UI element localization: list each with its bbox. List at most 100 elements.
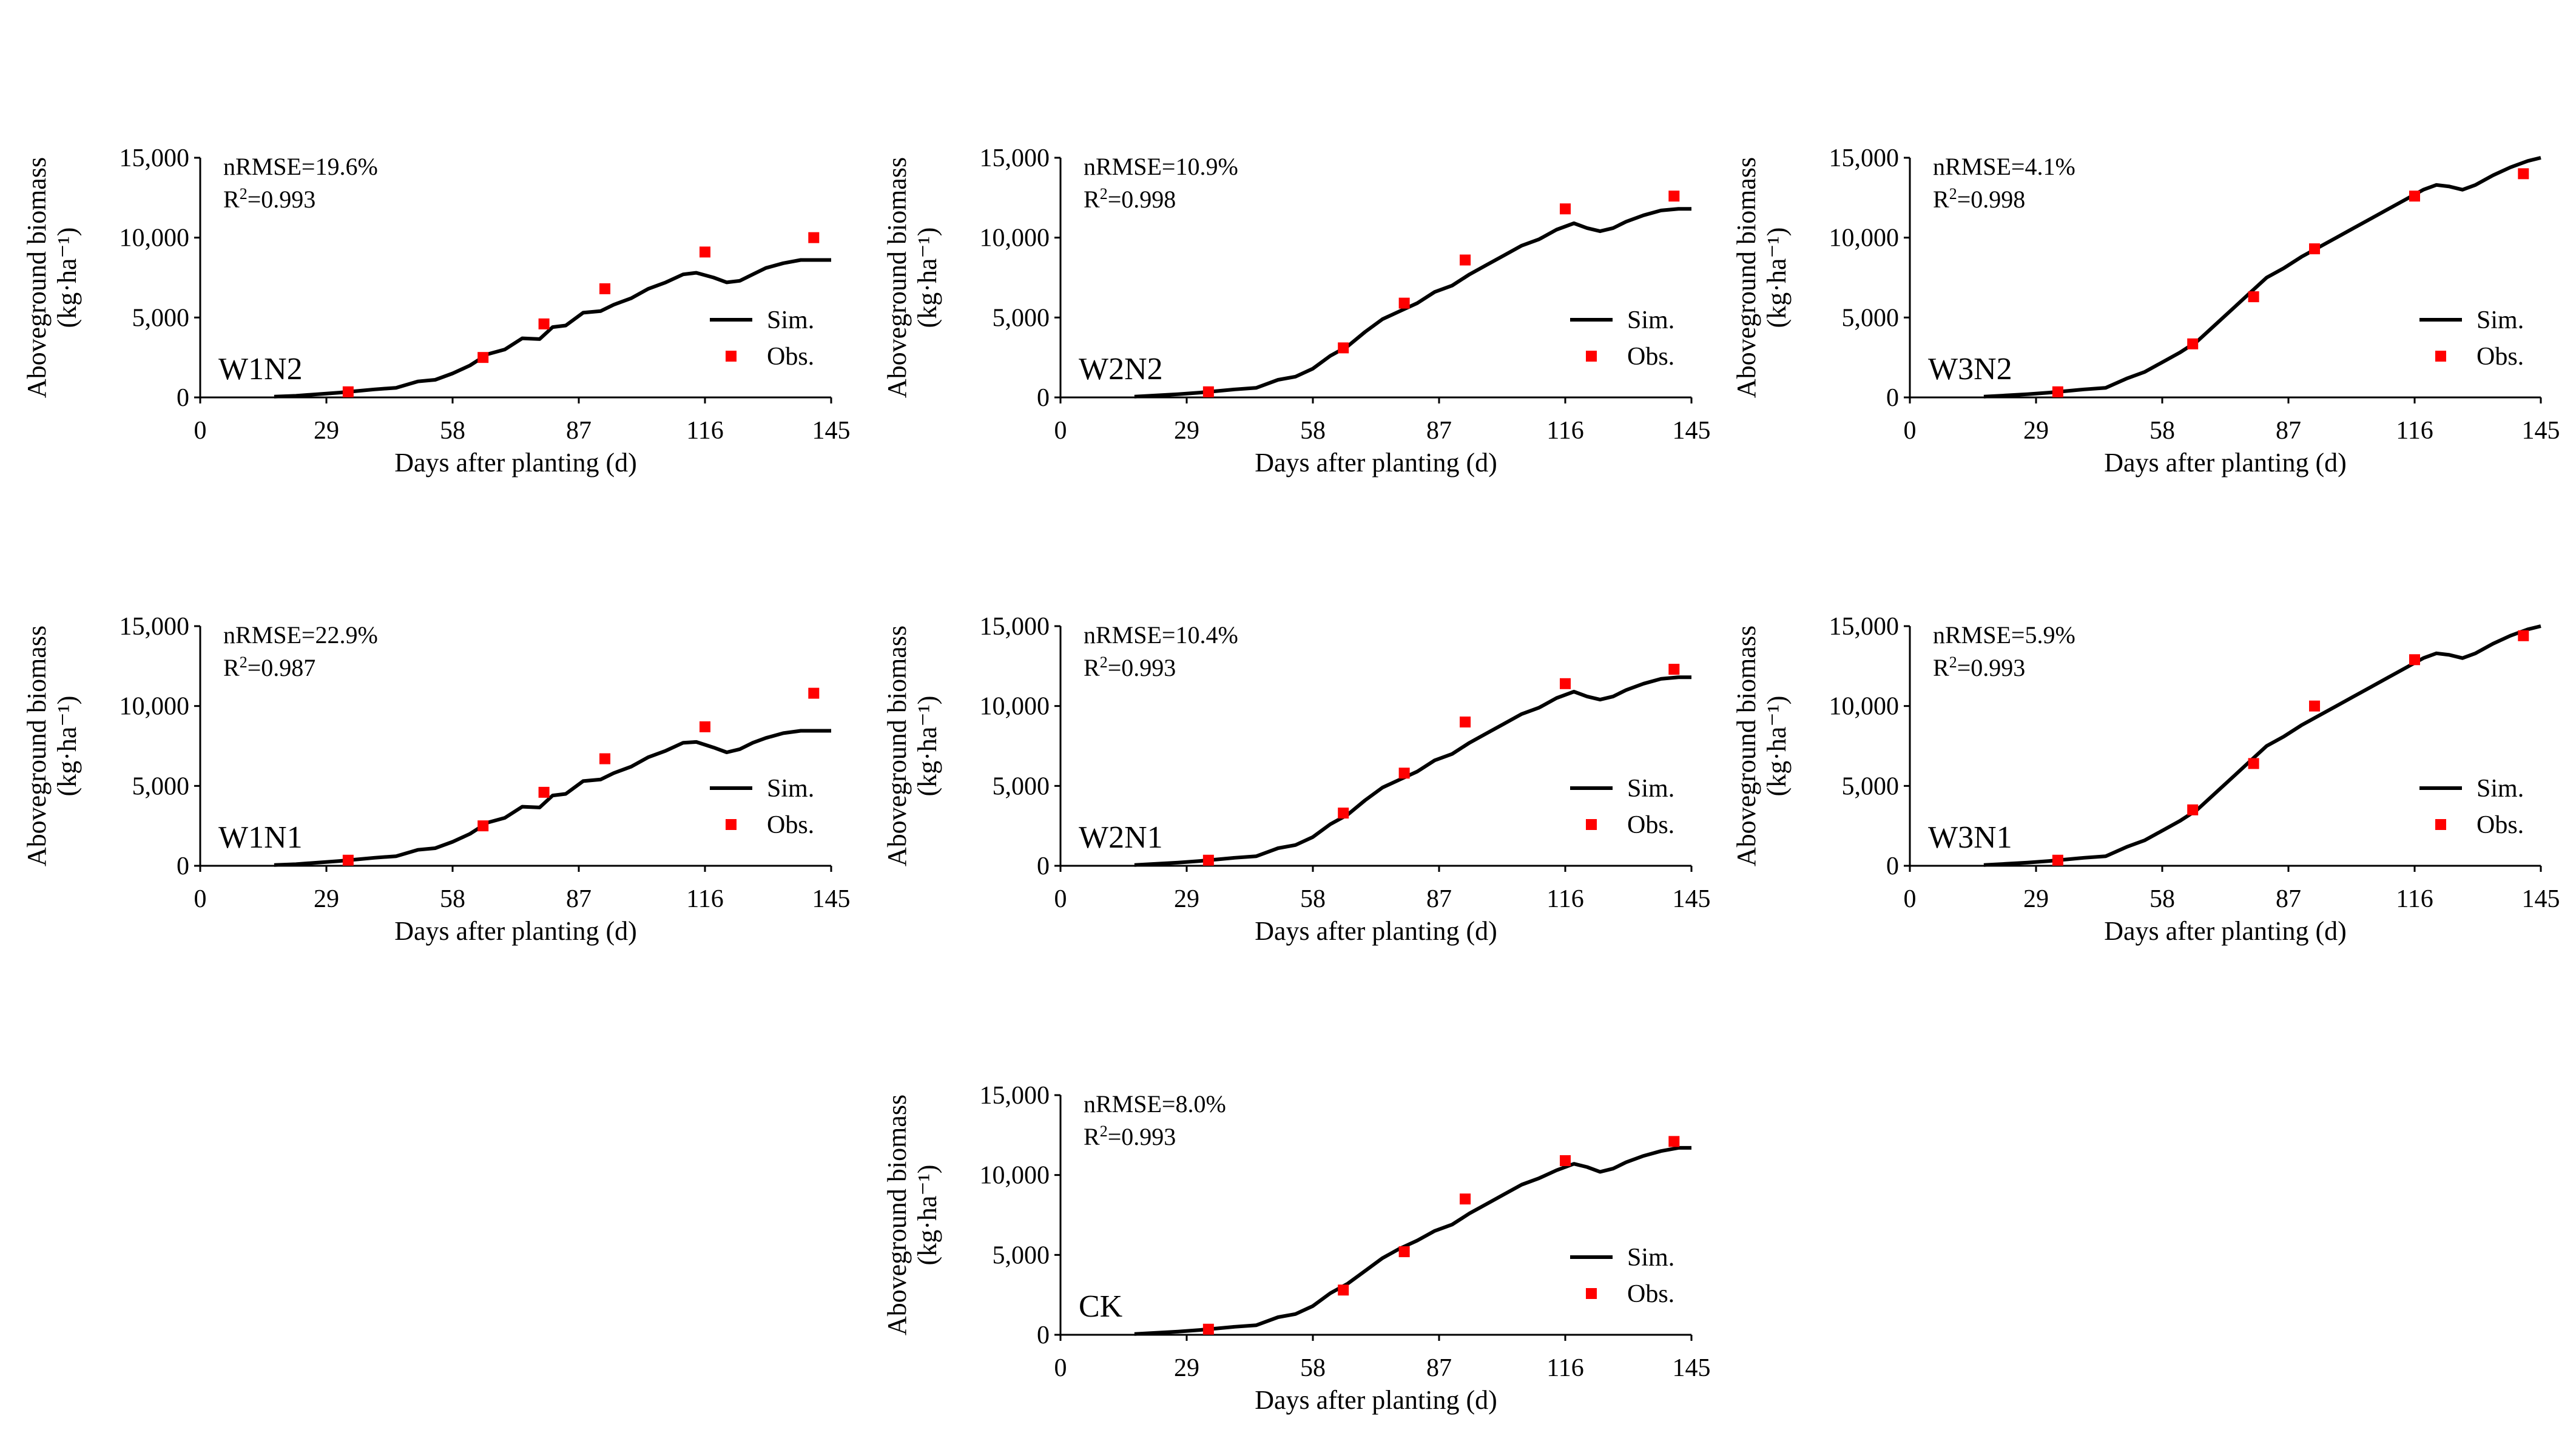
x-tick-label: 87	[566, 417, 592, 445]
x-axis-title: Days after planting (d)	[2104, 916, 2347, 946]
x-tick-label: 29	[1174, 1354, 1199, 1382]
y-tick-label: 15,000	[980, 144, 1050, 172]
x-tick-label: 145	[1673, 885, 1711, 913]
x-axis-title: Days after planting (d)	[1255, 916, 1497, 946]
r2-label: R2=0.998	[1084, 185, 1176, 213]
y-tick-label: 10,000	[120, 693, 190, 721]
y-tick-label: 10,000	[980, 1162, 1050, 1190]
x-tick-label: 58	[440, 417, 465, 445]
x-tick-label: 29	[2023, 417, 2049, 445]
x-tick-label: 29	[1174, 417, 1199, 445]
panel-label: W3N1	[1928, 820, 2012, 855]
legend-obs-label: Obs.	[767, 343, 814, 371]
obs-point	[1460, 717, 1471, 727]
y-axis-title: Aboveground biomass	[1731, 157, 1761, 398]
x-tick-label: 116	[1546, 885, 1583, 913]
nrmse-label: nRMSE=10.4%	[1084, 621, 1238, 649]
y-tick-label: 15,000	[120, 144, 190, 172]
legend-sim-label: Sim.	[1627, 775, 1674, 803]
y-tick-label: 5,000	[1842, 772, 1900, 800]
x-tick-label: 87	[1426, 1354, 1452, 1382]
sim-series-line	[1983, 624, 2541, 867]
x-tick-label: 116	[2396, 417, 2433, 445]
legend-obs-marker	[1586, 1288, 1597, 1299]
y-axis-unit: (kg·ha⁻¹)	[52, 696, 82, 797]
obs-point	[2409, 191, 2420, 202]
x-tick-label: 58	[2149, 417, 2175, 445]
obs-point	[1202, 1323, 1214, 1335]
panel-label: CK	[1079, 1289, 1123, 1324]
y-tick-label: 5,000	[1842, 304, 1900, 332]
y-tick-label: 10,000	[980, 693, 1050, 721]
y-axis-unit: (kg·ha⁻¹)	[912, 1165, 942, 1266]
legend-sim-label: Sim.	[767, 306, 814, 334]
obs-point	[342, 386, 354, 397]
legend-obs-label: Obs.	[2477, 343, 2524, 371]
sim-series-line	[274, 258, 831, 399]
obs-point	[700, 246, 710, 258]
x-tick-label: 145	[1673, 1354, 1711, 1382]
panel-label: W2N1	[1079, 820, 1163, 855]
x-tick-label: 116	[686, 885, 723, 913]
y-tick-label: 5,000	[993, 1241, 1050, 1269]
obs-point	[1398, 297, 1410, 309]
obs-point	[2309, 700, 2321, 712]
y-tick-label: 15,000	[120, 613, 190, 641]
x-tick-label: 0	[1054, 1354, 1067, 1382]
x-tick-label: 87	[1426, 885, 1452, 913]
obs-point	[2309, 243, 2321, 255]
y-axis-title: Aboveground biomass	[1731, 626, 1761, 866]
legend-obs-label: Obs.	[1627, 811, 1674, 839]
y-tick-label: 5,000	[132, 772, 190, 800]
y-axis-unit: (kg·ha⁻¹)	[52, 228, 82, 328]
obs-point	[2518, 168, 2529, 180]
chart-panel-w3n2: 0 5,000 10,000 15,000 0 29 58 87 116 145 Days afte…	[1731, 144, 2560, 477]
x-axis-title: Days after planting (d)	[394, 916, 637, 946]
y-tick-label: 0	[177, 384, 189, 412]
y-tick-label: 0	[1037, 384, 1050, 412]
x-tick-label: 58	[440, 885, 465, 913]
y-tick-label: 15,000	[980, 613, 1050, 641]
y-axis-unit: (kg·ha⁻¹)	[912, 696, 942, 797]
obs-point	[599, 283, 611, 294]
obs-point	[1560, 203, 1571, 215]
y-tick-label: 5,000	[993, 304, 1050, 332]
x-tick-label: 0	[194, 885, 207, 913]
r2-label: R2=0.993	[1933, 653, 2025, 681]
y-tick-label: 5,000	[132, 304, 190, 332]
x-tick-label: 58	[1300, 885, 1326, 913]
x-tick-label: 145	[812, 885, 851, 913]
obs-point	[808, 687, 820, 699]
x-tick-label: 116	[1546, 1354, 1583, 1382]
x-tick-label: 58	[2149, 885, 2175, 913]
chart-panel-w1n2: 0 5,000 10,000 15,000 0 29 58 87 116 145 Days afte…	[22, 144, 851, 477]
y-tick-label: 15,000	[1829, 613, 1900, 641]
x-tick-label: 29	[314, 885, 339, 913]
obs-point	[342, 854, 354, 866]
x-tick-label: 145	[2522, 885, 2560, 913]
legend-obs-label: Obs.	[1627, 343, 1674, 371]
obs-point	[1560, 678, 1571, 689]
x-tick-label: 0	[1904, 417, 1917, 445]
obs-point	[1202, 854, 1214, 866]
y-tick-label: 0	[177, 852, 189, 880]
obs-point	[808, 232, 820, 243]
nrmse-label: nRMSE=19.6%	[223, 153, 378, 180]
y-tick-label: 0	[1037, 1321, 1050, 1349]
obs-point	[2248, 758, 2259, 769]
obs-point	[1338, 1284, 1349, 1296]
panel-label: W2N2	[1079, 352, 1163, 386]
x-tick-label: 0	[1054, 417, 1067, 445]
legend-obs-marker	[726, 351, 737, 362]
x-tick-label: 0	[1904, 885, 1917, 913]
legend-obs-label: Obs.	[2477, 811, 2524, 839]
obs-point	[1398, 768, 1410, 779]
nrmse-label: nRMSE=10.9%	[1084, 153, 1238, 180]
panel-label: W3N2	[1928, 352, 2012, 386]
obs-point	[1338, 342, 1349, 354]
obs-point	[538, 786, 550, 798]
y-tick-label: 5,000	[993, 772, 1050, 800]
chart-panel-w2n2: 0 5,000 10,000 15,000 0 29 58 87 116 145 Days afte…	[882, 144, 1711, 477]
y-tick-label: 0	[1037, 852, 1050, 880]
obs-point	[477, 352, 489, 363]
